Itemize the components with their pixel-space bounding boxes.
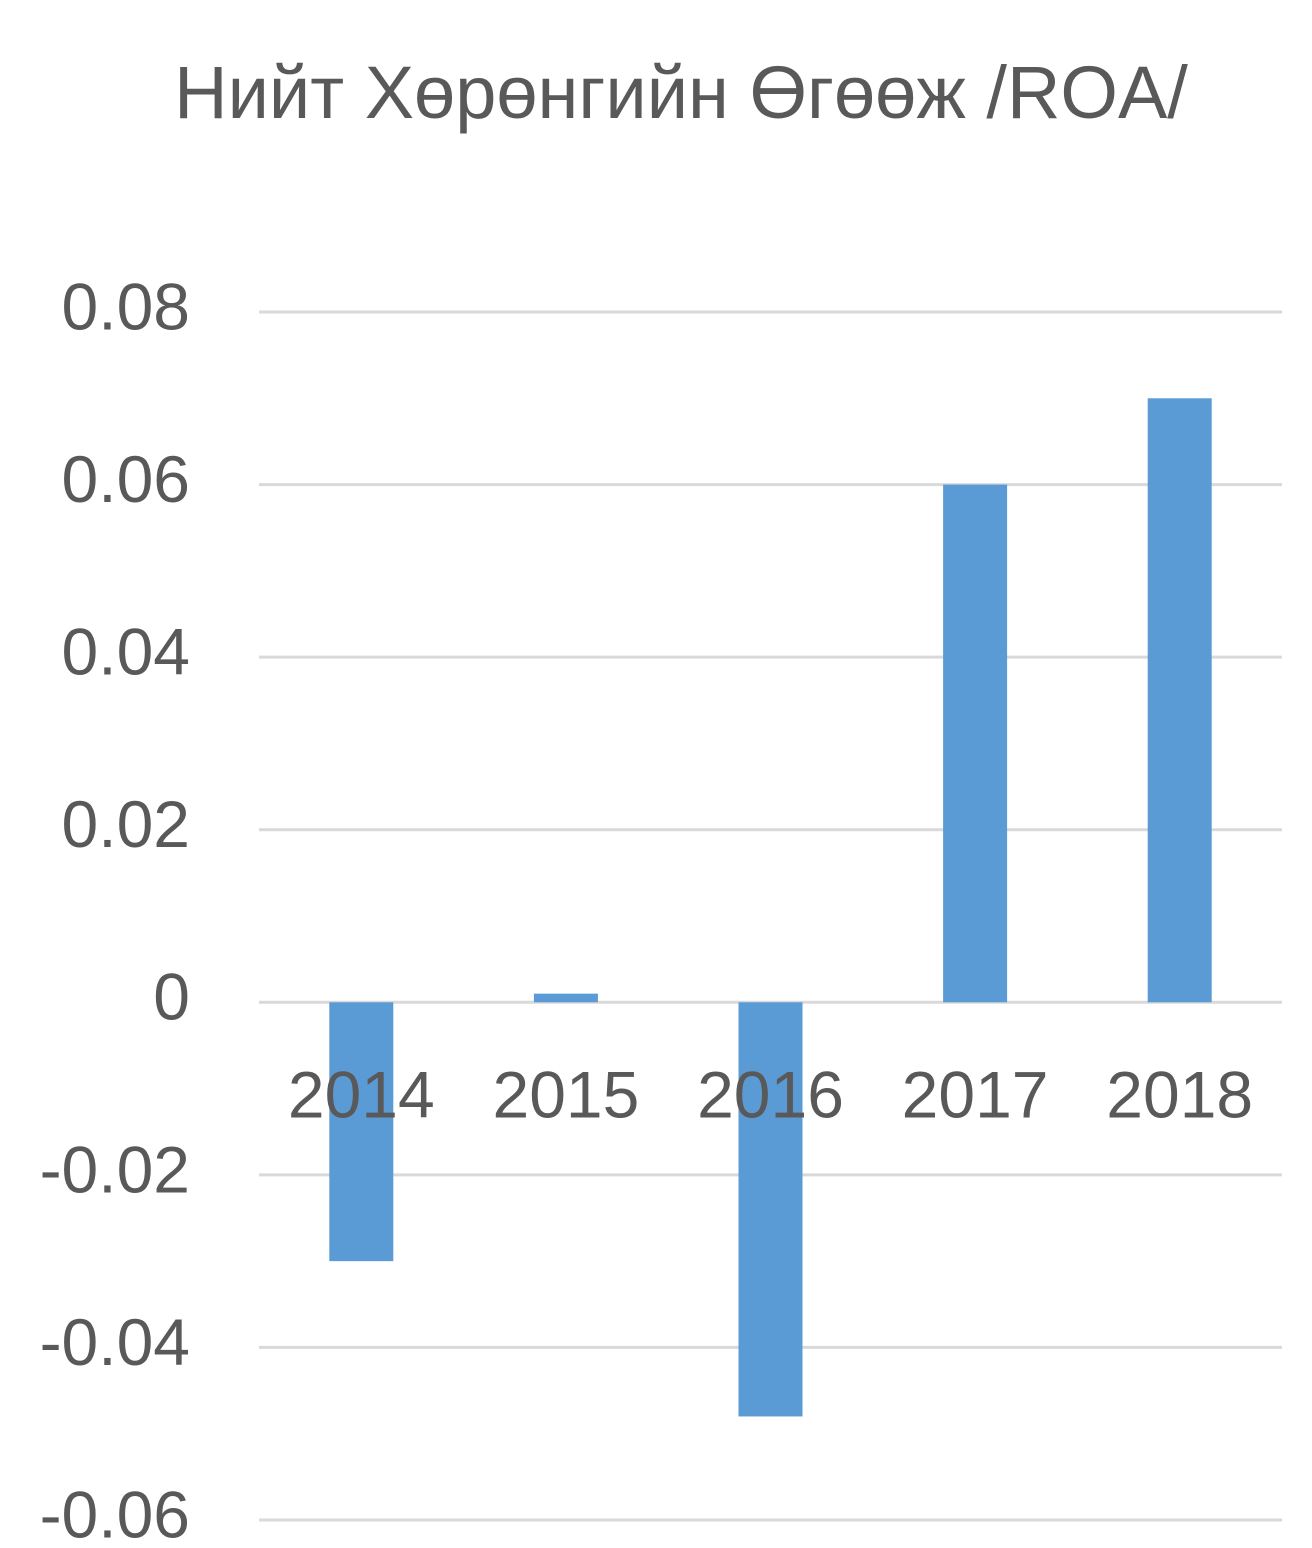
y-tick-label: 0.02	[62, 787, 190, 861]
x-tick-label: 2016	[697, 1058, 844, 1132]
x-tick-label: 2018	[1106, 1058, 1253, 1132]
bar	[329, 1002, 394, 1262]
bar	[1147, 398, 1212, 1003]
bar	[943, 484, 1008, 1003]
y-tick-label: 0.08	[62, 269, 190, 343]
x-tick-label: 2015	[492, 1058, 639, 1132]
y-tick-label: 0.04	[62, 615, 190, 689]
bar	[738, 1002, 803, 1417]
x-tick-label: 2014	[288, 1058, 435, 1132]
x-tick-label: 2017	[902, 1058, 1049, 1132]
y-tick-label: 0	[153, 960, 190, 1034]
y-tick-label: 0.06	[62, 442, 190, 516]
chart-title: Нийт Хөрөнгийн Өгөөж /ROA/	[174, 51, 1188, 134]
y-tick-label: -0.04	[40, 1305, 190, 1379]
y-tick-label: -0.06	[40, 1477, 190, 1548]
y-tick-label: -0.02	[40, 1132, 190, 1206]
bar	[533, 993, 598, 1003]
